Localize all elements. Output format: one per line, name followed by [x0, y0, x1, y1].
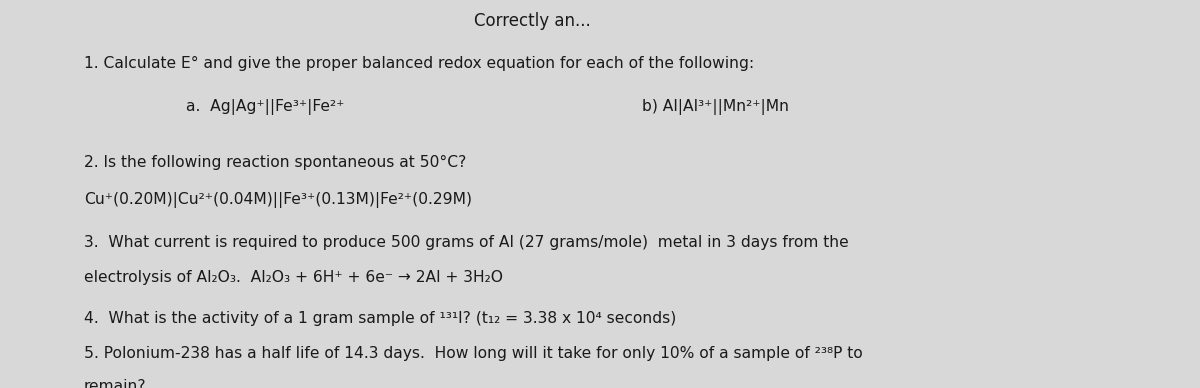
Text: remain?: remain?	[84, 379, 146, 388]
Text: 5. Polonium-238 has a half life of 14.3 days.  How long will it take for only 10: 5. Polonium-238 has a half life of 14.3 …	[84, 346, 863, 362]
Text: Correctly an...: Correctly an...	[474, 12, 590, 29]
Text: 2. Is the following reaction spontaneous at 50°C?: 2. Is the following reaction spontaneous…	[84, 155, 467, 170]
Text: Cu⁺(0.20M)|Cu²⁺(0.04M)||Fe³⁺(0.13M)|Fe²⁺(0.29M): Cu⁺(0.20M)|Cu²⁺(0.04M)||Fe³⁺(0.13M)|Fe²⁺…	[84, 192, 472, 208]
Text: electrolysis of Al₂O₃.  Al₂O₃ + 6H⁺ + 6e⁻ → 2Al + 3H₂O: electrolysis of Al₂O₃. Al₂O₃ + 6H⁺ + 6e⁻…	[84, 270, 503, 285]
Text: 1. Calculate E° and give the proper balanced redox equation for each of the foll: 1. Calculate E° and give the proper bala…	[84, 56, 754, 71]
Text: 3.  What current is required to produce 500 grams of Al (27 grams/mole)  metal i: 3. What current is required to produce 5…	[84, 235, 848, 250]
Text: b) Al|Al³⁺||Mn²⁺|Mn: b) Al|Al³⁺||Mn²⁺|Mn	[642, 99, 790, 115]
Text: a.  Ag|Ag⁺||Fe³⁺|Fe²⁺: a. Ag|Ag⁺||Fe³⁺|Fe²⁺	[186, 99, 344, 115]
Text: 4.  What is the activity of a 1 gram sample of ¹³¹I? (t₁₂ = 3.38 x 10⁴ seconds): 4. What is the activity of a 1 gram samp…	[84, 311, 677, 326]
